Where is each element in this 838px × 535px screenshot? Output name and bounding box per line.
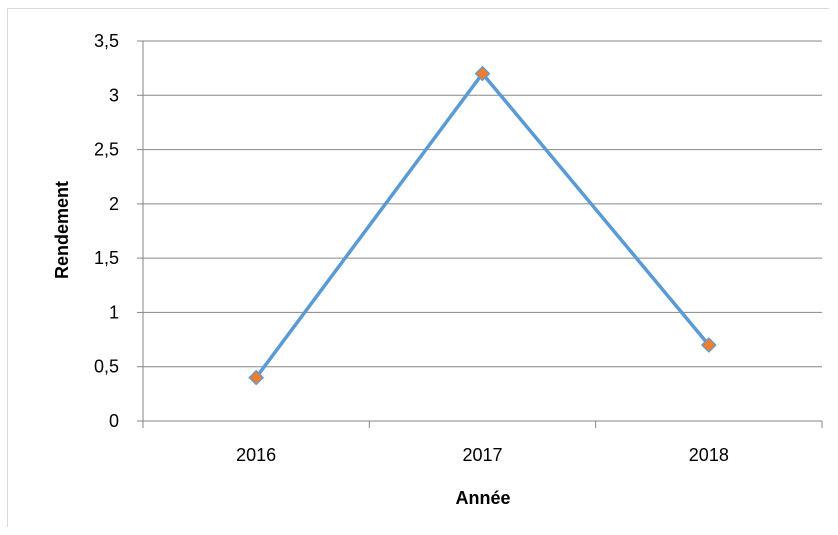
data-point-marker — [248, 369, 265, 386]
data-point-marker — [700, 337, 717, 353]
y-tick-label: 1,5 — [94, 248, 119, 268]
y-tick-label: 3,5 — [94, 31, 119, 51]
series — [248, 65, 717, 386]
y-tick-label: 0,5 — [94, 357, 119, 377]
y-tick-labels: 0 0,5 1 1,5 2 2,5 3 3,5 — [94, 31, 143, 431]
y-tick-label: 3 — [109, 85, 119, 105]
series-line — [254, 71, 711, 379]
y-axis-title: Rendement — [52, 181, 72, 279]
y-tick-label: 1 — [109, 302, 119, 322]
y-tick-label: 2 — [109, 194, 119, 214]
y-tick-label: 2,5 — [94, 140, 119, 160]
gridlines — [143, 40, 822, 368]
x-tick-labels: 2016 2017 2018 — [236, 445, 729, 465]
chart-frame — [7, 8, 829, 527]
y-tick-label: 0 — [109, 411, 119, 431]
x-axis-title: Année — [455, 488, 510, 508]
axes — [142, 41, 823, 428]
data-point-marker — [474, 65, 491, 82]
x-tick-label: 2017 — [462, 445, 502, 465]
x-tick-label: 2016 — [236, 445, 276, 465]
x-tick-label: 2018 — [689, 445, 729, 465]
